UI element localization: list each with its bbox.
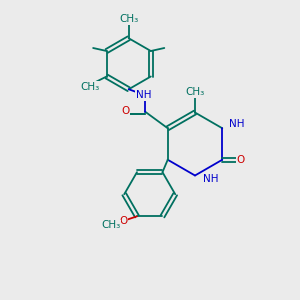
Text: O: O	[236, 155, 244, 165]
Text: CH₃: CH₃	[101, 220, 120, 230]
Text: CH₃: CH₃	[80, 82, 100, 92]
Text: CH₃: CH₃	[185, 87, 205, 97]
Text: NH: NH	[202, 174, 218, 184]
Text: NH: NH	[136, 90, 152, 100]
Text: CH₃: CH₃	[119, 14, 138, 24]
Text: O: O	[122, 106, 130, 116]
Text: NH: NH	[229, 119, 244, 129]
Text: O: O	[119, 216, 128, 226]
